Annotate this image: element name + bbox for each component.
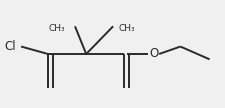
Text: O: O bbox=[148, 48, 158, 60]
Text: Cl: Cl bbox=[4, 40, 16, 52]
Text: CH₃: CH₃ bbox=[118, 24, 135, 33]
Text: CH₃: CH₃ bbox=[48, 24, 65, 33]
